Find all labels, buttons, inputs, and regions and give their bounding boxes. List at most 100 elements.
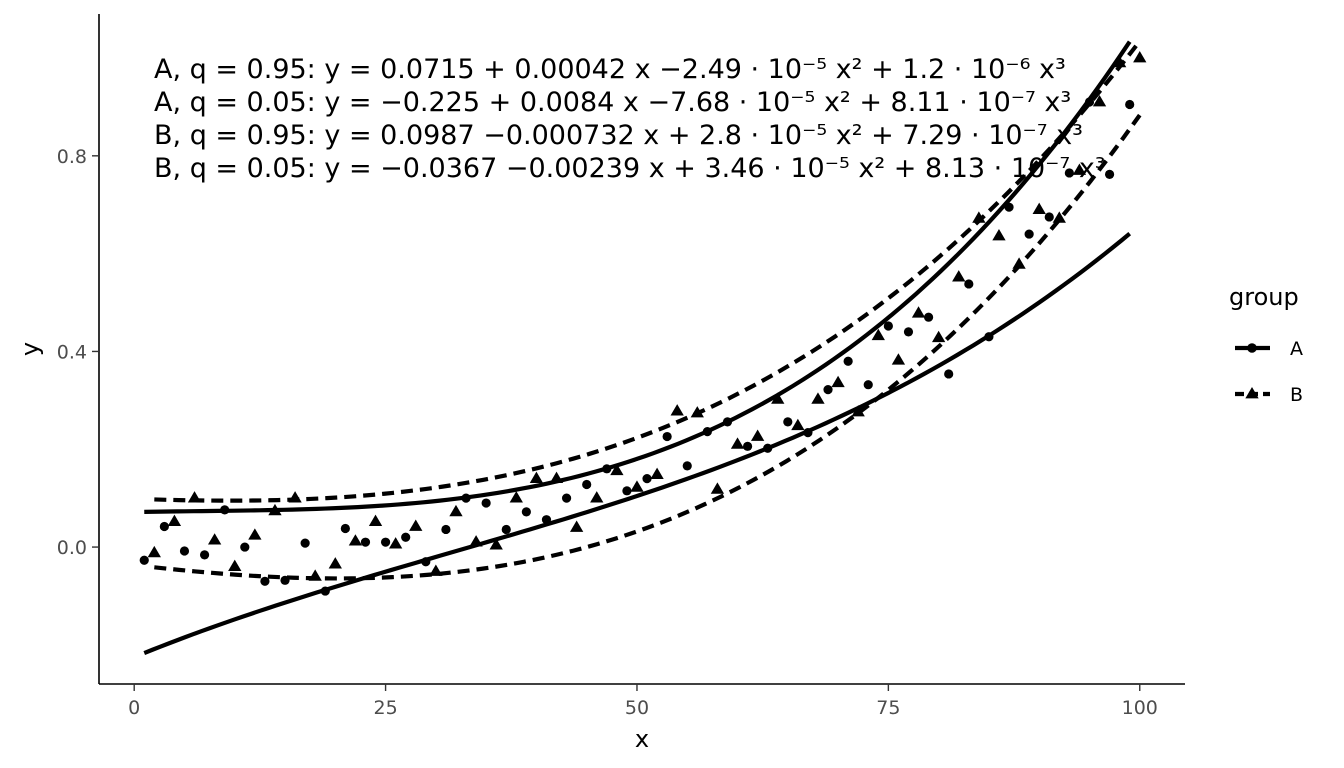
point-b — [469, 535, 483, 547]
point-b — [650, 467, 664, 480]
point-a — [340, 523, 350, 534]
legend-title: group — [1229, 283, 1299, 311]
point-b — [268, 503, 282, 516]
point-a — [421, 557, 431, 567]
point-b — [449, 504, 463, 517]
legend-key-marker-a — [1247, 343, 1257, 353]
point-a — [682, 461, 692, 471]
point-a — [1104, 169, 1115, 180]
point-b — [730, 437, 745, 449]
point-a — [240, 542, 250, 552]
point-b — [891, 353, 906, 365]
fit-line-b-q005 — [154, 113, 1142, 581]
point-b — [791, 418, 805, 431]
point-b — [1032, 202, 1046, 214]
x-axis-title: x — [635, 725, 649, 753]
point-a — [159, 521, 169, 532]
point-b — [348, 534, 363, 546]
point-b — [771, 392, 785, 404]
point-b — [228, 559, 242, 571]
data-points — [139, 51, 1147, 596]
y-axis-ticks: 0.0 0.4 0.8 — [57, 146, 99, 559]
point-b — [549, 471, 564, 483]
point-b — [409, 519, 423, 531]
point-b — [610, 463, 624, 476]
point-a — [944, 369, 954, 379]
point-b — [710, 482, 725, 494]
point-a — [441, 524, 451, 535]
point-b — [1092, 95, 1107, 107]
point-b — [630, 480, 644, 492]
point-a — [199, 550, 210, 560]
point-a — [582, 479, 592, 490]
x-tick-label: 75 — [876, 697, 900, 719]
point-a — [722, 417, 733, 427]
point-a — [220, 505, 230, 515]
point-b — [670, 404, 684, 416]
point-b — [851, 405, 865, 417]
point-b — [750, 429, 765, 441]
point-a — [742, 441, 753, 451]
point-a — [280, 575, 290, 585]
point-b — [147, 545, 161, 558]
equation-label: B, q = 0.95: y = 0.0987 −0.000732 x + 2.… — [154, 120, 1083, 151]
point-b — [328, 557, 342, 569]
point-a — [783, 417, 793, 427]
point-a — [1044, 212, 1054, 222]
point-a — [139, 555, 149, 565]
point-b — [1072, 163, 1087, 175]
equation-label: B, q = 0.05: y = −0.0367 −0.00239 x + 3.… — [154, 153, 1106, 184]
point-b — [288, 491, 302, 503]
point-b — [911, 306, 926, 318]
fit-line-a-q005 — [143, 232, 1132, 655]
point-b — [167, 514, 182, 526]
point-a — [823, 384, 833, 395]
point-a — [481, 498, 491, 508]
point-a — [883, 321, 893, 331]
point-a — [501, 524, 511, 535]
equation-annotations: A, q = 0.95: y = 0.0715 + 0.00042 x −2.4… — [154, 54, 1106, 184]
x-tick-label: 25 — [373, 697, 397, 719]
point-a — [763, 443, 773, 453]
point-b — [811, 392, 825, 404]
point-a — [541, 515, 552, 525]
point-a — [320, 586, 330, 596]
point-b — [1052, 211, 1066, 223]
point-a — [260, 576, 270, 586]
point-b — [1012, 257, 1026, 269]
point-a — [1084, 97, 1095, 107]
point-a — [461, 493, 471, 503]
point-a — [1064, 168, 1074, 178]
point-a — [401, 532, 411, 542]
point-a — [380, 537, 391, 547]
axes — [98, 14, 1185, 685]
fit-line-b-q095 — [154, 39, 1142, 503]
point-a — [360, 537, 371, 547]
equation-label: A, q = 0.05: y = −0.225 + 0.0084 x −7.68… — [154, 87, 1071, 118]
point-a — [602, 464, 612, 474]
legend-label-b: B — [1290, 384, 1303, 406]
point-a — [903, 327, 914, 337]
x-tick-label: 100 — [1122, 697, 1158, 719]
legend-label-a: A — [1290, 338, 1303, 360]
point-a — [863, 380, 873, 390]
quantile-fit-lines — [143, 39, 1142, 655]
point-b — [388, 537, 403, 549]
point-b — [429, 564, 443, 576]
point-b — [871, 328, 885, 341]
legend-key-marker-b — [1245, 387, 1259, 399]
point-b — [1133, 51, 1147, 63]
y-tick-label: 0.8 — [57, 146, 87, 168]
point-b — [248, 528, 262, 540]
point-a — [702, 427, 712, 437]
point-a — [622, 486, 632, 496]
point-b — [308, 569, 322, 581]
point-a — [984, 332, 994, 342]
point-b — [992, 229, 1006, 241]
point-b — [207, 533, 222, 545]
point-a — [561, 493, 572, 503]
point-a — [642, 473, 652, 484]
point-b — [1112, 55, 1127, 68]
point-a — [843, 356, 853, 366]
equation-label: A, q = 0.95: y = 0.0715 + 0.00042 x −2.4… — [154, 54, 1066, 85]
